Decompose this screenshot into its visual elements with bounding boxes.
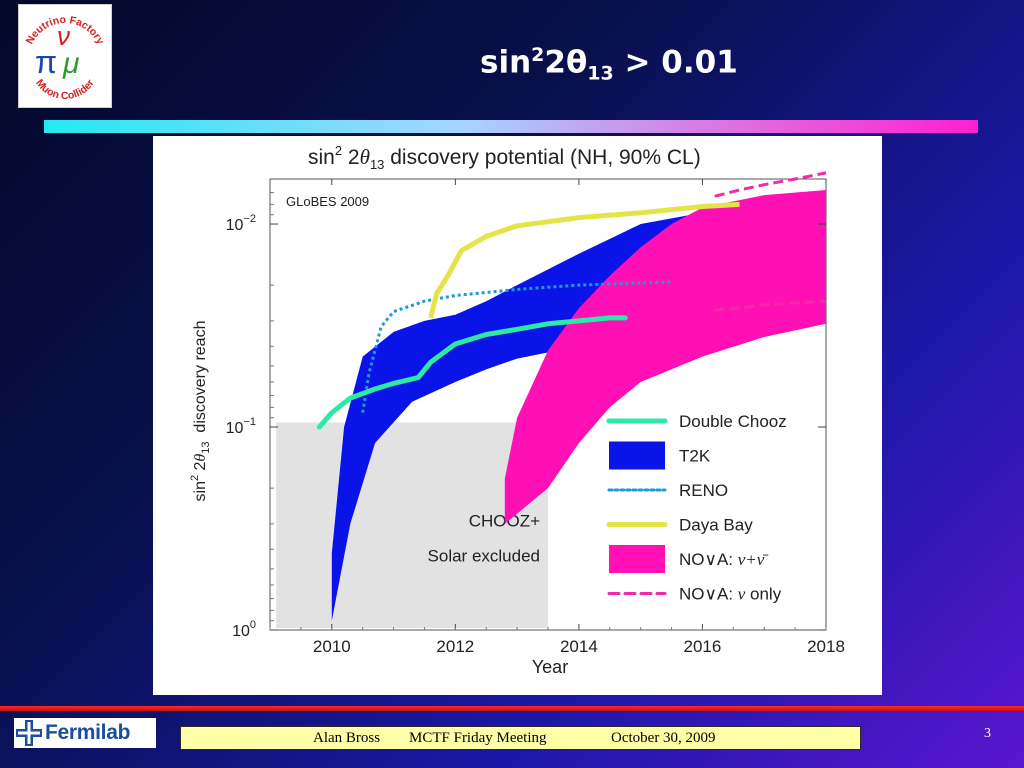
footer-divider-line xyxy=(0,706,1024,711)
legend-swatch xyxy=(609,545,665,573)
excluded-label-chooz: CHOOZ+ xyxy=(469,511,540,530)
chart-title: sin2 2θ13 discovery potential (NH, 90% C… xyxy=(308,143,701,172)
y-tick-label: 100 xyxy=(232,619,256,640)
footer-meeting: MCTF Friday Meeting xyxy=(409,729,547,746)
x-tick-label: 2010 xyxy=(313,637,351,656)
double-chooz-line xyxy=(316,315,628,430)
y-tick-label: 10−1 xyxy=(226,416,256,437)
fermilab-wordmark: Fermilab xyxy=(45,721,131,744)
legend-label: RENO xyxy=(679,481,728,500)
neutrino-factory-logo: Neutrino Factory Muon Collider ν π μ xyxy=(18,4,112,108)
y-tick-label: 10−2 xyxy=(226,213,256,234)
title-rest: > 0.01 xyxy=(613,44,738,81)
page-number: 3 xyxy=(984,726,991,741)
nova-nu-only-upper xyxy=(714,171,827,198)
reno-line xyxy=(361,280,672,413)
logo-graphic: Neutrino Factory Muon Collider ν π μ xyxy=(24,14,107,102)
globes-annotation: GLoBES 2009 xyxy=(286,194,369,209)
excluded-label-solar: Solar excluded xyxy=(428,546,540,565)
title-sub: 13 xyxy=(587,62,614,85)
nova-nu-only-lower xyxy=(714,299,827,312)
legend-label: T2K xyxy=(679,447,711,466)
legend-label: Daya Bay xyxy=(679,516,753,535)
fermilab-mark-icon xyxy=(16,720,42,746)
chart-panel: sin2 2θ13 discovery potential (NH, 90% C… xyxy=(153,136,882,695)
daya-bay-line xyxy=(428,201,740,319)
title-sin: sin xyxy=(480,44,532,81)
x-tick-label: 2014 xyxy=(560,637,598,656)
legend-label: Double Chooz xyxy=(679,412,787,431)
legend-swatch xyxy=(609,441,665,470)
logo-nu-glyph: ν xyxy=(57,21,70,51)
logo-bottom-text: Muon Collider xyxy=(33,77,96,102)
footer-author: Alan Bross xyxy=(313,729,381,746)
logo-pi-glyph: π xyxy=(35,44,57,80)
x-tick-label: 2018 xyxy=(807,637,845,656)
fermilab-logo: Fermilab xyxy=(14,718,156,748)
chart-legend: Double Chooz T2K RENO Daya Bay NO∨A: ν+ν̄ NO∨… xyxy=(606,412,787,604)
legend-label: NO∨A: ν only xyxy=(679,585,782,604)
x-tick-label: 2016 xyxy=(684,637,722,656)
discovery-potential-chart: sin2 2θ13 discovery potential (NH, 90% C… xyxy=(189,143,845,677)
title-divider-bar xyxy=(44,120,978,133)
slide-title: sin22θ13 > 0.01 xyxy=(480,44,800,94)
footer-box: Alan Bross MCTF Friday Meeting October 3… xyxy=(180,726,861,750)
x-tick-label: 2012 xyxy=(436,637,474,656)
x-axis-label: Year xyxy=(532,657,568,677)
logo-mu-glyph: μ xyxy=(62,47,79,80)
footer-date: October 30, 2009 xyxy=(611,729,716,746)
legend-label: NO∨A: ν+ν̄ xyxy=(679,550,769,569)
y-axis-label: sin2 2θ13 discovery reach xyxy=(189,321,212,502)
title-sup: 2 xyxy=(531,44,545,66)
chooz-excluded-region xyxy=(276,422,548,628)
title-theta: 2θ xyxy=(544,44,588,81)
nova-band xyxy=(504,190,826,524)
